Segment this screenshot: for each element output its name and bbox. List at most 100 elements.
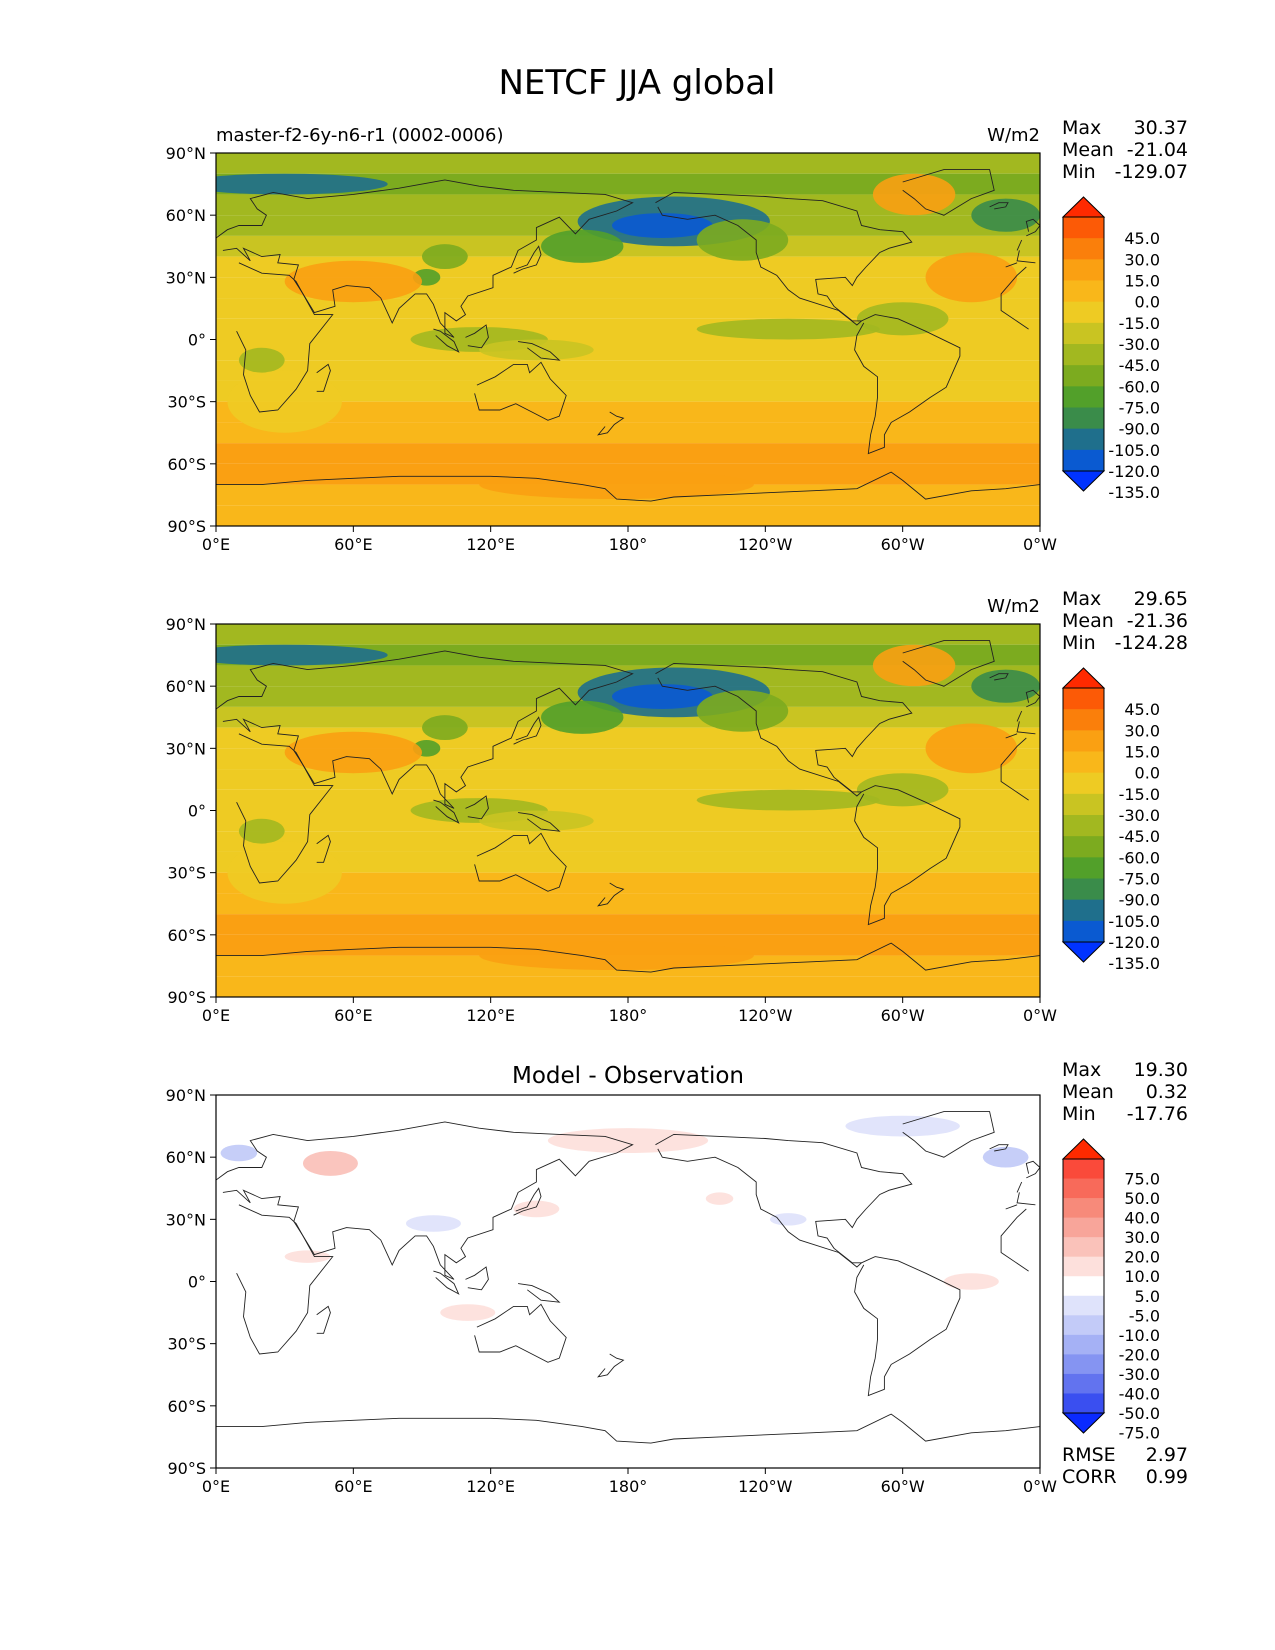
coastline-madagascar: [316, 363, 331, 392]
x-tick-label: 180°: [609, 1477, 648, 1496]
x-tick-label: 0°E: [202, 535, 230, 554]
panel-subtitle: master-f2-6y-n6-r1 (0002-0006): [216, 125, 503, 146]
colorbar-tick-label: -120.0: [1108, 933, 1160, 952]
colorbar-cell: [1063, 1315, 1104, 1336]
colorbar-tick-label: -105.0: [1108, 912, 1160, 931]
stat-label: Mean: [1062, 1081, 1114, 1103]
colorbar-cell: [1063, 1373, 1104, 1394]
colorbar-cell: [1063, 688, 1104, 710]
stat-value: -17.76: [1127, 1103, 1188, 1125]
colorbar-cell: [1063, 1393, 1104, 1414]
colorbar-tick-label: 5.0: [1135, 1287, 1160, 1306]
coastline-new-guinea: [518, 812, 561, 832]
colorbar-cell: [1063, 1159, 1104, 1180]
zonal-band: [216, 298, 1040, 319]
y-tick-label: 0°: [188, 331, 206, 350]
colorbar-cell: [1063, 1198, 1104, 1219]
stat-value: -21.04: [1127, 139, 1188, 161]
difference-patch: [982, 1146, 1029, 1168]
coastline-borneo: [465, 1266, 489, 1291]
coastline-australia: [474, 832, 567, 892]
colorbar-cell: [1063, 428, 1104, 451]
x-tick-label: 180°: [609, 535, 648, 554]
coastline-eurasia: [1016, 250, 1036, 264]
coastline-uk: [1025, 689, 1040, 708]
colorbar-cell: [1063, 751, 1104, 774]
zonal-band: [216, 153, 1040, 174]
zonal-band: [216, 831, 1040, 852]
coastline-eurasia: [1016, 1192, 1036, 1206]
stat-label: Max: [1062, 117, 1101, 139]
field-anomaly: [696, 219, 789, 261]
colorbar-cell: [1063, 1334, 1104, 1355]
stat-value: -129.07: [1115, 161, 1188, 183]
y-tick-label: 0°: [188, 1273, 206, 1292]
field-anomaly: [479, 810, 594, 832]
colorbar-cell: [1063, 301, 1104, 324]
y-tick-label: 60°S: [167, 926, 206, 945]
colorbar-min-extension: [1061, 1412, 1106, 1434]
y-tick-label: 60°N: [166, 677, 206, 696]
colorbar-tick-label: -75.0: [1119, 1424, 1160, 1443]
colorbar-cell: [1063, 730, 1104, 752]
y-tick-label: 60°N: [166, 206, 206, 225]
zonal-band: [216, 380, 1040, 402]
zonal-band: [216, 644, 1040, 666]
field-anomaly: [856, 773, 949, 807]
colorbar-tick-label: 0.0: [1135, 293, 1160, 312]
zonal-band: [216, 422, 1040, 444]
field-anomaly: [422, 715, 468, 741]
coastline-sumatra: [433, 799, 460, 824]
colorbar-tick-label: -135.0: [1108, 483, 1160, 502]
coastline-madagascar: [316, 1305, 331, 1334]
zonal-band: [216, 851, 1040, 873]
colorbar-cell: [1063, 772, 1104, 795]
colorbar-tick-label: -40.0: [1119, 1384, 1160, 1403]
field-anomaly: [971, 198, 1040, 232]
coastline-eurasia: [216, 1121, 634, 1280]
colorbar-cell: [1063, 322, 1104, 345]
coastline-africa: [1000, 266, 1029, 330]
x-tick-label: 0°W: [1023, 535, 1057, 554]
zonal-band: [216, 401, 1040, 423]
colorbar-tick-label: -135.0: [1108, 954, 1160, 973]
coastline-sumatra: [433, 328, 460, 353]
y-tick-label: 0°: [188, 802, 206, 821]
colorbar-tick-label: 30.0: [1124, 721, 1160, 740]
x-tick-label: 60°W: [881, 535, 925, 554]
y-tick-label: 30°N: [166, 268, 206, 287]
coastline-japan: [513, 1187, 542, 1216]
colorbar-tick-label: -75.0: [1119, 399, 1160, 418]
stat-label: Min: [1062, 1103, 1096, 1125]
x-tick-label: 120°E: [466, 1477, 515, 1496]
colorbar-tick-label: 0.0: [1135, 764, 1160, 783]
colorbar-tick-label: -105.0: [1108, 441, 1160, 460]
colorbar-tick-label: 45.0: [1124, 229, 1160, 248]
x-tick-label: 60°W: [881, 1477, 925, 1496]
stat-value: -21.36: [1127, 610, 1188, 632]
coastline-eurasia: [216, 179, 634, 338]
field-anomaly: [696, 318, 880, 340]
colorbar-tick-label: -30.0: [1119, 1365, 1160, 1384]
stat-value: 29.65: [1134, 588, 1188, 610]
colorbar-tick-label: 10.0: [1124, 1267, 1160, 1286]
colorbar-tick-label: -5.0: [1129, 1306, 1160, 1325]
x-tick-label: 60°E: [334, 535, 372, 554]
x-tick-label: 120°E: [466, 1006, 515, 1025]
stat-label: Min: [1062, 632, 1096, 654]
coastline-eurasia: [216, 650, 634, 809]
stat-value: 0.32: [1146, 1081, 1188, 1103]
field-anomaly: [479, 941, 754, 971]
colorbar-tick-label: 45.0: [1124, 700, 1160, 719]
stat-label: Mean: [1062, 139, 1114, 161]
colorbar-cell: [1063, 878, 1104, 901]
coastline-borneo: [465, 324, 489, 349]
map-panel-1: [216, 153, 1040, 526]
coastline-borneo: [465, 795, 489, 820]
y-tick-label: 90°N: [166, 144, 206, 163]
coastline-greenland: [902, 640, 995, 687]
colorbar-cell: [1063, 1217, 1104, 1238]
colorbar-cell: [1063, 217, 1104, 239]
field-anomaly: [925, 723, 1018, 774]
colorbar-cell: [1063, 386, 1104, 408]
